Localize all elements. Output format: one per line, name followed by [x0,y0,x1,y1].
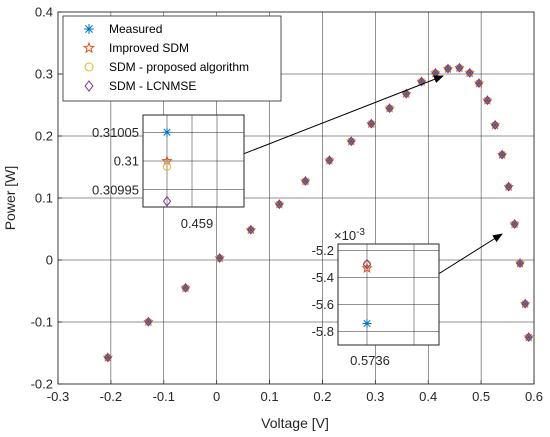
sdm-lcnmse-point [347,136,356,147]
inset-sdm-lcnmse-point [362,258,372,270]
inset-1: 0.30995 0.31 0.31005 0.459 [92,114,245,231]
x-tick-label: 0.5 [472,389,490,404]
sdm-lcnmse-point [402,88,411,99]
inset-1-grid [143,115,244,207]
x-tick-label: 0.3 [366,389,384,404]
axis-ticks: -0.3 -0.2 -0.1 0 0.1 0.2 0.3 0.4 0.5 0.6-0.2-0.10… [31,5,543,405]
y-tick-label: 0.1 [35,191,53,206]
y-tick-label: 0.2 [35,129,53,144]
legend-marker-sdm-lcnmse [84,80,94,92]
data-points [102,62,534,363]
legend-label-measured: Measured [109,22,162,36]
sdm-lcnmse-point [516,258,524,269]
sdm-lcnmse-point [455,63,464,73]
sdm-lcnmse-point [521,298,529,309]
x-tick-label: -0.3 [47,389,69,404]
sdm-lcnmse-point [367,118,376,129]
inset-x-tick-label: 0.5736 [350,353,390,368]
x-tick-label: 0.4 [419,389,437,404]
y-tick-label: -0.2 [31,377,53,392]
inset-y-tick-label: 0.31005 [92,125,139,140]
inset-y-tick-label: -5.2 [312,243,334,258]
inset-improved-sdm-point [361,262,373,274]
y-tick-label: -0.1 [31,315,53,330]
sdm-lcnmse-point [510,219,519,229]
sdm-lcnmse-point [524,332,533,343]
inset-y-tick-label: -5.8 [312,324,334,339]
x-tick-label: -0.2 [100,389,122,404]
sdm-lcnmse-point [498,149,506,160]
sdm-lcnmse-point [301,176,310,186]
sdm-lcnmse-point [491,120,499,130]
inset-y-tick-label: -5.4 [312,270,334,285]
inset-y-tick-label: 0.31 [114,154,139,169]
inset-measured-point [162,127,172,137]
sdm-lcnmse-point [483,95,492,106]
legend-label-sdm-lcnmse: SDM - LCNMSE [109,79,196,93]
inset-sdm-lcnmse-point [162,195,172,207]
x-tick-label: 0 [213,389,220,404]
x-tick-label: 0.2 [313,389,331,404]
sdm-lcnmse-point [417,76,426,87]
sdm-lcnmse-point [385,103,394,114]
sdm-lcnmse-point [144,316,153,327]
sdm-lcnmse-point [247,224,255,235]
legend-marker-measured [84,24,94,34]
inset-y-tick-label: 0.30995 [92,182,139,197]
sdm-lcnmse-point [444,63,452,74]
inset-measured-point [362,318,372,328]
legend-label-improved-sdm: Improved SDM [109,41,189,55]
inset-2-tick-labels: -5.2 -5.4 -5.6 -5.8 0.5736 [312,243,390,368]
y-axis-label: Power [W] [2,166,18,231]
inset-1-arrow [214,75,444,166]
x-tick-label: -0.1 [153,389,175,404]
x-tick-label: 0.6 [525,389,543,404]
inset-1-points [161,127,173,207]
sdm-lcnmse-point [475,78,483,89]
sdm-lcnmse-point [325,155,334,166]
sdm-lcnmse-point [104,352,112,363]
inset-y-tick-label: -5.6 [312,297,334,312]
y-tick-label: 0.3 [35,67,53,82]
legend-marker-sdm-proposed-algorithm [84,62,94,72]
legend-label-sdm-proposed-algorithm: SDM - proposed algorithm [109,60,249,74]
legend: Measured Improved SDM SDM - proposed algor… [62,15,282,102]
y-tick-label: 0.4 [35,5,53,20]
x-tick-label: 0.1 [261,389,279,404]
inset-2-frame [337,243,440,346]
y-tick-label: 0 [46,253,53,268]
legend-marker-improved-sdm [82,41,96,54]
inset-2-exponent: ×10-3 [334,227,365,243]
inset-sdm-proposed-algorithm-point [162,162,172,171]
inset-1-tick-labels: 0.30995 0.31 0.31005 0.459 [92,125,213,231]
sdm-lcnmse-point [215,253,224,263]
sdm-lcnmse-point [504,181,513,192]
sdm-lcnmse-point [275,199,284,210]
inset-2: -5.2 -5.4 -5.6 -5.8 0.5736 ×10-3 [312,227,440,368]
sdm-lcnmse-point [465,68,474,78]
inset-2-points [361,258,373,328]
legend-box [62,15,282,102]
sdm-lcnmse-point [181,283,190,293]
inset-x-tick-label: 0.459 [181,216,214,231]
x-axis-label: Voltage [V] [261,415,329,431]
